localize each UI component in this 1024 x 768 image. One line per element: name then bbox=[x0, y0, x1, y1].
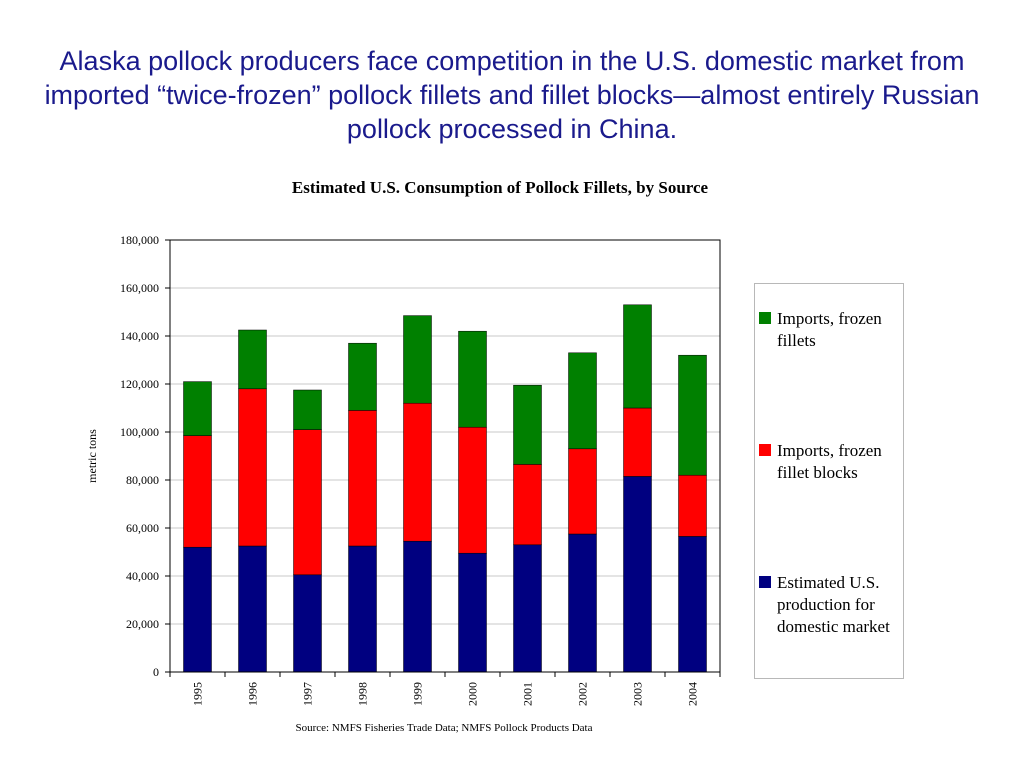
y-tick-label: 100,000 bbox=[120, 425, 159, 439]
chart-title: Estimated U.S. Consumption of Pollock Fi… bbox=[291, 178, 709, 197]
bar-segment-1995-s0 bbox=[183, 546, 212, 673]
bar-segment-2000-s1 bbox=[458, 426, 487, 554]
bar-segment-2001-s2 bbox=[513, 384, 542, 465]
x-tick-label-1999: 1999 bbox=[411, 682, 425, 706]
legend-swatch-fillets bbox=[759, 312, 771, 324]
legend-item-us-production: Estimated U.S. production for domestic m… bbox=[759, 572, 905, 638]
x-tick-label-2002: 2002 bbox=[576, 682, 590, 706]
bar-segment-2003-s1 bbox=[623, 407, 652, 477]
bar-segment-2004-s2 bbox=[678, 354, 707, 476]
x-tick-label-2000: 2000 bbox=[466, 682, 480, 706]
legend-label-fillets: Imports, frozen fillets bbox=[777, 309, 882, 350]
legend-label-us-production: Estimated U.S. production for domestic m… bbox=[777, 573, 890, 636]
plot-frame bbox=[169, 239, 721, 673]
bar-segment-2002-s2 bbox=[568, 352, 597, 450]
legend-item-fillets: Imports, frozen fillets bbox=[759, 308, 905, 352]
bar-segment-1996-s2 bbox=[238, 329, 267, 390]
bar-segment-1997-s1 bbox=[293, 429, 322, 576]
y-tick-label: 160,000 bbox=[120, 281, 159, 295]
bar-segment-1999-s1 bbox=[403, 402, 432, 542]
x-tick-label-1995: 1995 bbox=[191, 682, 205, 706]
x-tick-label-2004: 2004 bbox=[686, 682, 700, 706]
bar-segment-1995-s2 bbox=[183, 381, 212, 436]
bar-segment-2003-s2 bbox=[623, 304, 652, 409]
bar-segment-1996-s0 bbox=[238, 545, 267, 673]
bar-segment-2000-s2 bbox=[458, 330, 487, 428]
legend-item-fillet-blocks: Imports, frozen fillet blocks bbox=[759, 440, 905, 484]
bar-segment-2002-s0 bbox=[568, 533, 597, 673]
bar-segment-2001-s0 bbox=[513, 544, 542, 673]
x-tick-label-1996: 1996 bbox=[246, 682, 260, 706]
bar-segment-1998-s0 bbox=[348, 545, 377, 673]
y-tick-label: 0 bbox=[153, 665, 159, 679]
bar-segment-2000-s0 bbox=[458, 552, 487, 673]
bar-segment-2003-s0 bbox=[623, 476, 652, 673]
bar-segment-1998-s1 bbox=[348, 410, 377, 547]
bar-segment-1998-s2 bbox=[348, 342, 377, 411]
bar-segment-2002-s1 bbox=[568, 448, 597, 535]
x-tick-label-1998: 1998 bbox=[356, 682, 370, 706]
bar-segment-1997-s2 bbox=[293, 389, 322, 430]
x-tick-label-2003: 2003 bbox=[631, 682, 645, 706]
y-tick-label: 40,000 bbox=[126, 569, 159, 583]
y-tick-label: 180,000 bbox=[120, 233, 159, 247]
bar-segment-1999-s0 bbox=[403, 540, 432, 673]
legend-swatch-us-production bbox=[759, 576, 771, 588]
y-tick-label: 60,000 bbox=[126, 521, 159, 535]
bar-segment-2001-s1 bbox=[513, 464, 542, 546]
bar-segment-1999-s2 bbox=[403, 315, 432, 404]
y-axis-label: metric tons bbox=[85, 429, 99, 483]
bar-segment-1995-s1 bbox=[183, 435, 212, 548]
y-tick-label: 20,000 bbox=[126, 617, 159, 631]
bar-segment-2004-s1 bbox=[678, 474, 707, 537]
legend-swatch-fillet-blocks bbox=[759, 444, 771, 456]
bar-segment-1997-s0 bbox=[293, 574, 322, 673]
x-tick-label-2001: 2001 bbox=[521, 682, 535, 706]
bar-segment-2004-s0 bbox=[678, 536, 707, 673]
source-note: Source: NMFS Fisheries Trade Data; NMFS … bbox=[295, 722, 593, 734]
slide-headline: Alaska pollock producers face competitio… bbox=[44, 46, 980, 144]
y-tick-label: 120,000 bbox=[120, 377, 159, 391]
y-tick-label: 140,000 bbox=[120, 329, 159, 343]
legend-label-fillet-blocks: Imports, frozen fillet blocks bbox=[777, 441, 882, 482]
x-tick-label-1997: 1997 bbox=[301, 682, 315, 706]
bar-segment-1996-s1 bbox=[238, 388, 267, 547]
chart-legend: Imports, frozen fillets Imports, frozen … bbox=[754, 283, 904, 679]
y-tick-label: 80,000 bbox=[126, 473, 159, 487]
